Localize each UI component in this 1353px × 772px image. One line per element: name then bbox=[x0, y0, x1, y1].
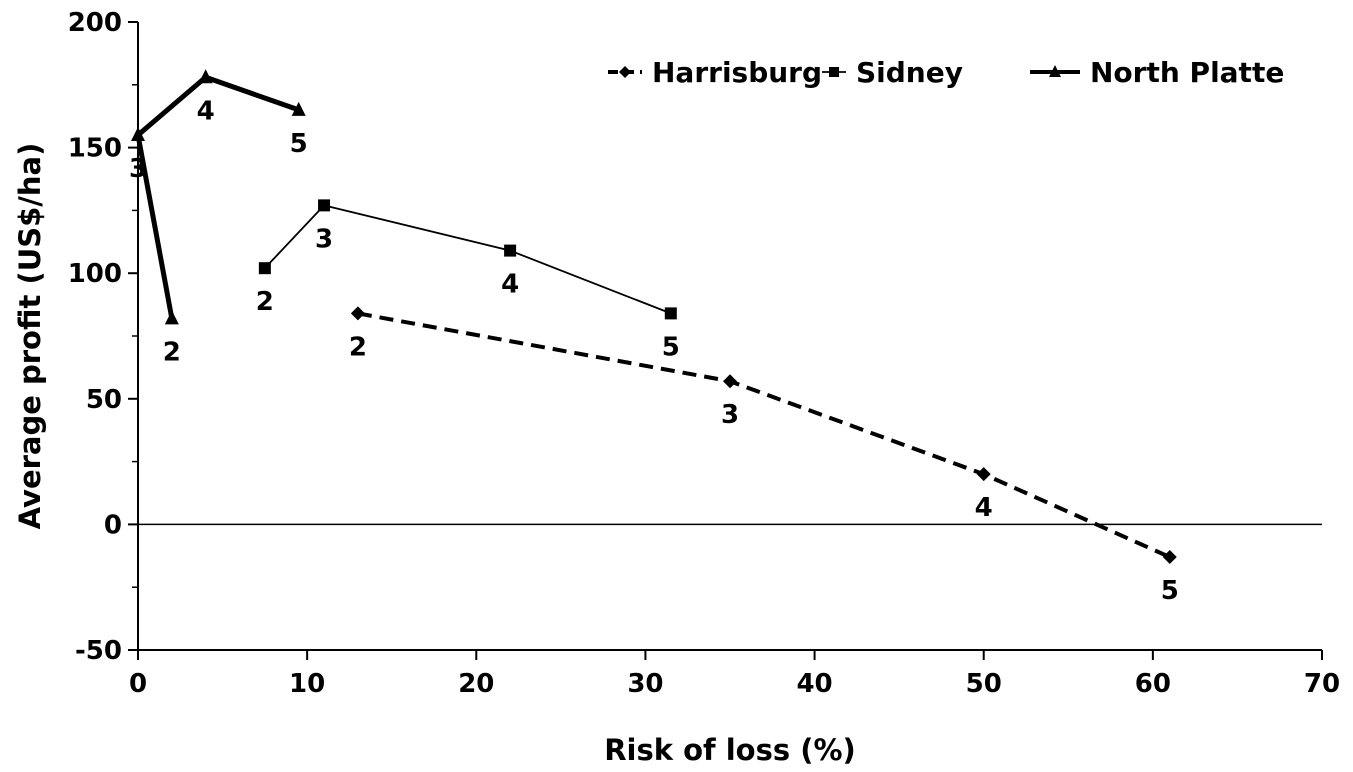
series-line-sidney bbox=[264, 204, 672, 315]
point-label-harrisburg: 3 bbox=[721, 400, 739, 430]
x-tick-label: 10 bbox=[289, 669, 325, 699]
x-tick-label: 40 bbox=[796, 669, 832, 699]
point-label-north-platte: 5 bbox=[290, 129, 308, 159]
y-tick-label: 150 bbox=[68, 134, 122, 164]
legend-marker-north-platte bbox=[1049, 65, 1061, 77]
series-sidney: 2 3 4 5 bbox=[256, 199, 680, 362]
y-axis-title: Average profit (US$/ha) bbox=[13, 143, 47, 530]
legend-label-north-platte: North Platte bbox=[1090, 56, 1284, 89]
series-harrisburg: 2 3 4 5 bbox=[349, 306, 1179, 606]
data-point-harrisburg bbox=[1162, 550, 1177, 565]
data-point-sidney bbox=[318, 199, 331, 212]
point-label-north-platte: 2 bbox=[163, 337, 181, 367]
data-point-north-platte bbox=[131, 127, 145, 142]
legend: Harrisburg Sidney North Platte bbox=[608, 56, 1284, 89]
point-label-north-platte: 3 bbox=[129, 154, 147, 184]
legend-item-sidney: Sidney bbox=[822, 56, 963, 89]
series-line-north-platte bbox=[135, 74, 300, 319]
data-point-north-platte bbox=[291, 101, 306, 116]
series-north-platte: 2 3 4 5 bbox=[129, 69, 308, 367]
data-point-harrisburg bbox=[350, 306, 365, 321]
point-label-sidney: 3 bbox=[315, 224, 333, 254]
point-label-sidney: 2 bbox=[256, 287, 274, 317]
point-label-harrisburg: 4 bbox=[975, 493, 993, 523]
legend-item-harrisburg: Harrisburg bbox=[608, 56, 822, 89]
point-label-sidney: 4 bbox=[501, 270, 519, 300]
y-tick-label: 50 bbox=[86, 385, 122, 415]
series-line-harrisburg bbox=[357, 311, 1171, 559]
y-tick-label: -50 bbox=[75, 636, 122, 666]
x-tick-label: 50 bbox=[966, 669, 1002, 699]
legend-label-sidney: Sidney bbox=[856, 56, 963, 89]
point-label-harrisburg: 5 bbox=[1161, 576, 1179, 606]
series-group: 2 3 4 5 2 3 4 5 2 3 4 5 bbox=[129, 69, 1179, 606]
data-point-north-platte bbox=[164, 310, 179, 325]
data-point-sidney bbox=[664, 307, 677, 320]
point-label-harrisburg: 2 bbox=[349, 332, 367, 362]
legend-item-north-platte: North Platte bbox=[1030, 56, 1284, 89]
x-tick-label: 60 bbox=[1135, 669, 1171, 699]
x-tick-label: 70 bbox=[1304, 669, 1340, 699]
data-point-sidney bbox=[504, 244, 517, 257]
x-axis-title: Risk of loss (%) bbox=[604, 733, 856, 767]
data-point-harrisburg bbox=[723, 374, 737, 389]
x-tick-label: 0 bbox=[129, 669, 147, 699]
point-label-north-platte: 4 bbox=[197, 96, 215, 126]
legend-marker-sidney bbox=[829, 67, 839, 77]
data-point-north-platte bbox=[198, 69, 213, 84]
point-label-sidney: 5 bbox=[662, 332, 680, 362]
x-tick-label: 30 bbox=[627, 669, 663, 699]
y-tick-label: 100 bbox=[68, 259, 122, 289]
legend-marker-harrisburg bbox=[619, 66, 631, 78]
data-point-harrisburg bbox=[976, 467, 991, 482]
x-tick-label: 20 bbox=[458, 669, 494, 699]
y-tick-label: 200 bbox=[68, 8, 122, 38]
data-point-sidney bbox=[258, 262, 271, 275]
legend-label-harrisburg: Harrisburg bbox=[652, 56, 822, 89]
y-tick-label: 0 bbox=[104, 510, 122, 540]
